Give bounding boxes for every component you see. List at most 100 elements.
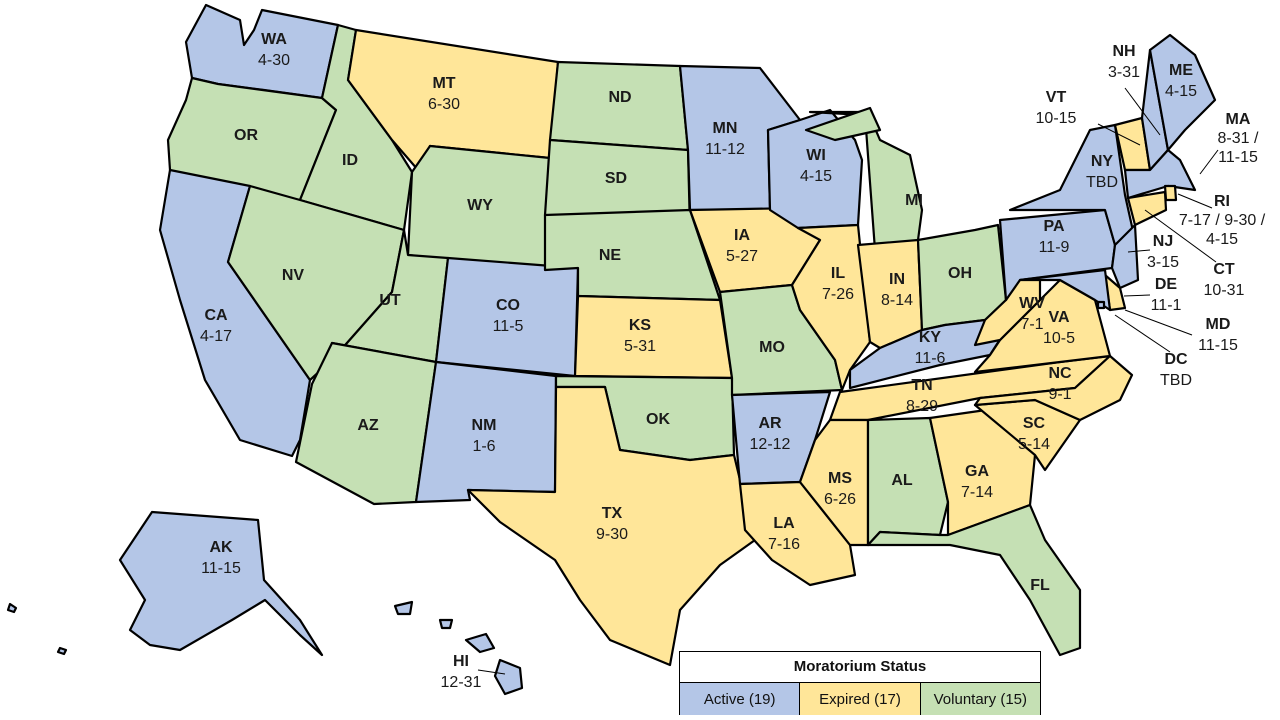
state-hi-part [438,618,454,630]
state-label-dc: DC [1164,351,1188,368]
state-tx [466,385,757,667]
state-date-ri-2: 4-15 [1206,231,1238,248]
state-date-nc: 9-1 [1048,386,1071,403]
state-label-mt: MT [432,75,455,92]
leader-line-hi [477,669,506,675]
state-label-la: LA [773,515,795,532]
state-label-nd: ND [608,89,631,106]
state-label-ny: NY [1091,153,1114,170]
state-label-nc: NC [1048,365,1072,382]
state-co [434,256,580,378]
state-date-ma-1: 8-31 / [1218,130,1259,147]
legend-title: Moratorium Status [680,652,1040,683]
state-label-ia: IA [734,227,750,244]
state-date-ar: 12-12 [750,436,791,453]
state-label-me: ME [1169,62,1193,79]
leader-line-ri [1177,193,1213,209]
state-label-wi: WI [806,147,826,164]
state-date-wi: 4-15 [800,168,832,185]
state-date-ky: 11-6 [915,350,946,367]
state-mi-part [804,106,882,142]
state-ri [1163,184,1178,202]
state-date-nh: 3-31 [1108,64,1140,81]
state-date-ri-1: 7-17 / 9-30 / [1179,212,1266,229]
state-label-ok: OK [646,411,670,428]
state-nj [1110,223,1140,290]
state-label-az: AZ [357,417,379,434]
state-label-nj: NJ [1153,233,1173,250]
state-label-vt: VT [1046,89,1067,106]
legend: Moratorium Status Active (19) Expired (1… [679,651,1041,715]
state-label-ct: CT [1213,261,1235,278]
state-date-ms: 6-26 [824,491,856,508]
state-date-mn: 11-12 [705,141,745,158]
state-ak-part [56,646,68,656]
state-date-pa: 11-9 [1039,239,1070,256]
state-date-va: 10-5 [1043,330,1075,347]
legend-voluntary: Voluntary (15) [920,683,1040,715]
state-label-ms: MS [828,470,852,487]
state-label-ar: AR [758,415,782,432]
state-label-ut: UT [379,292,401,309]
state-date-ga: 7-14 [961,484,993,501]
state-label-de: DE [1155,276,1178,293]
state-date-in: 8-14 [881,292,913,309]
state-date-mt: 6-30 [428,96,460,113]
state-date-dc: TBD [1160,372,1192,389]
state-label-wa: WA [261,31,287,48]
state-label-md: MD [1206,316,1231,333]
state-label-ks: KS [629,317,652,334]
state-date-vt: 10-15 [1036,110,1077,127]
state-date-md: 11-15 [1198,337,1238,354]
state-label-sc: SC [1023,415,1046,432]
state-label-ri: RI [1214,193,1230,210]
state-label-tx: TX [602,505,623,522]
leader-line-md [1124,309,1193,336]
state-label-nm: NM [472,417,497,434]
state-date-nm: 1-6 [472,438,495,455]
state-label-ne: NE [599,247,622,264]
state-label-il: IL [831,265,845,282]
state-date-ma-2: 11-15 [1218,149,1258,166]
state-ny [1008,123,1137,247]
leader-line-nh [1124,87,1161,136]
legend-expired: Expired (17) [800,683,921,715]
state-ak [118,510,324,657]
state-fl [866,503,1082,657]
state-date-il: 7-26 [822,286,854,303]
state-label-ca: CA [204,307,228,324]
state-label-fl: FL [1030,577,1050,594]
state-nc [973,354,1134,422]
state-ks [573,294,734,380]
state-label-tn: TN [911,377,932,394]
state-nd [548,60,690,152]
leader-line-ct [1144,209,1217,263]
state-date-de: 11-1 [1151,297,1182,314]
state-label-in: IN [889,271,905,288]
state-label-ga: GA [965,463,989,480]
state-label-al: AL [891,472,913,489]
state-date-wa: 4-30 [258,52,290,69]
leader-line-vt [1097,123,1141,146]
state-label-nv: NV [282,267,305,284]
state-label-ak: AK [209,539,233,556]
state-date-me: 4-15 [1165,83,1197,100]
state-label-mn: MN [713,120,738,137]
state-date-co: 11-5 [493,318,524,335]
state-label-co: CO [496,297,520,314]
state-date-ks: 5-31 [624,338,656,355]
state-date-ct: 10-31 [1204,282,1245,299]
state-label-id: ID [342,152,358,169]
state-label-pa: PA [1043,218,1064,235]
state-label-ma: MA [1226,111,1251,128]
state-date-ia: 5-27 [726,248,758,265]
leader-line-nj [1127,249,1151,253]
leader-line-ma [1199,149,1219,175]
state-md [1018,268,1112,312]
state-date-ak: 11-15 [201,560,241,577]
state-label-nh: NH [1112,43,1135,60]
state-label-sd: SD [605,170,627,187]
state-date-hi: 12-31 [441,674,482,691]
state-date-nj: 3-15 [1147,254,1179,271]
legend-active: Active (19) [680,683,801,715]
